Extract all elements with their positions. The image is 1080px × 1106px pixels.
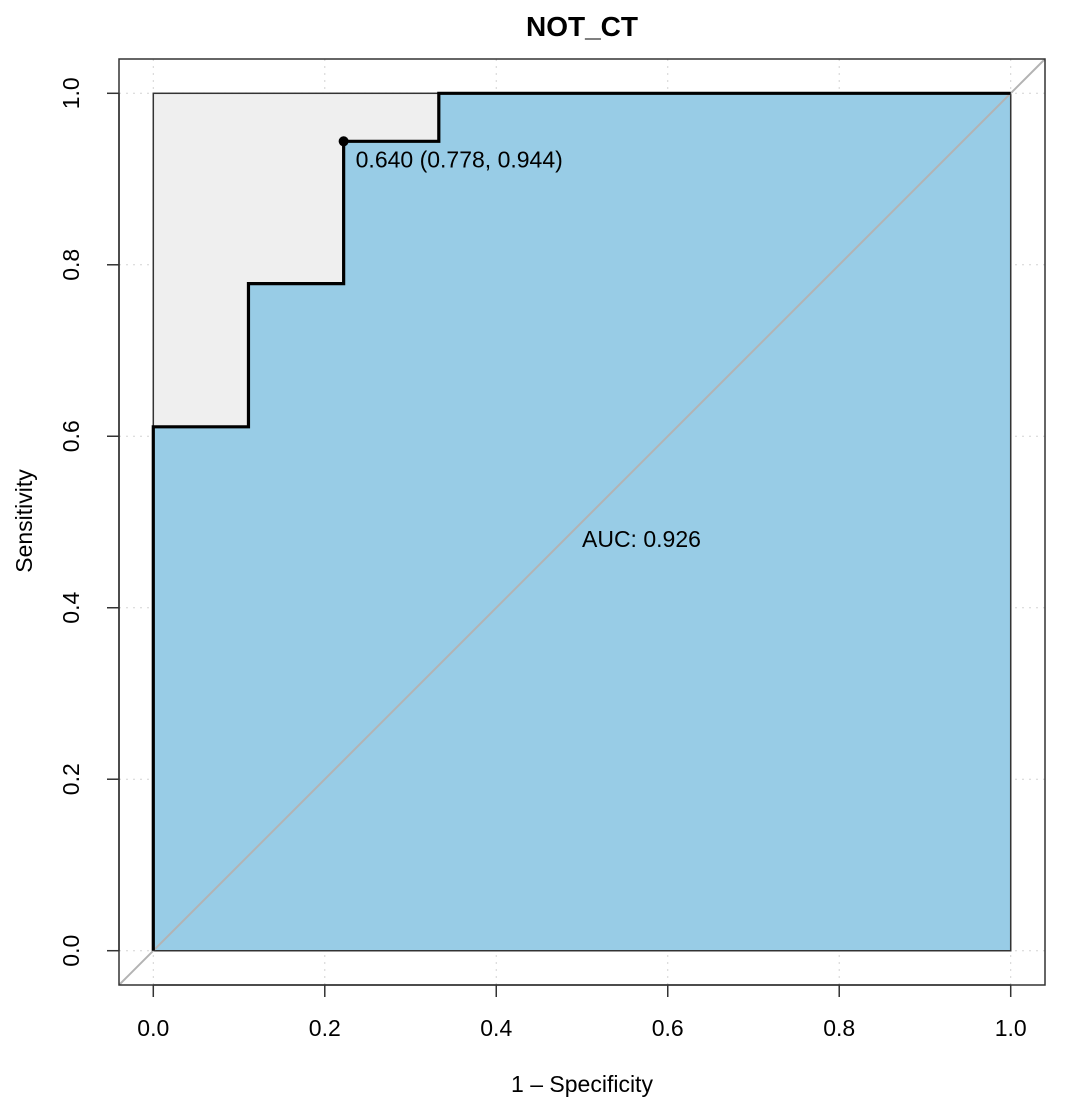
- y-axis-label: Sensitivity: [11, 469, 37, 573]
- x-tick-label: 0.4: [480, 1015, 512, 1041]
- diagonal-reference-line: [118, 58, 1046, 986]
- x-tick-label: 0.6: [652, 1015, 684, 1041]
- y-tick-label: 0.8: [58, 249, 84, 281]
- roc-curve-line: [151, 91, 1011, 951]
- best-threshold-label: 0.640 (0.778, 0.944): [356, 146, 563, 172]
- plot-area: 0.640 (0.778, 0.944) AUC: 0.926: [118, 58, 1046, 986]
- x-axis: 0.0 0.2 0.4 0.6 0.8 1.0: [137, 984, 1027, 1041]
- y-tick-label: 0.4: [58, 592, 84, 624]
- y-tick-label: 1.0: [58, 77, 84, 109]
- auc-label: AUC: 0.926: [582, 526, 701, 552]
- y-tick-label: 0.6: [58, 420, 84, 452]
- chart-title: NOT_CT: [526, 11, 638, 42]
- x-tick-label: 0.8: [823, 1015, 855, 1041]
- x-tick-label: 1.0: [995, 1015, 1027, 1041]
- x-axis-label: 1 – Specificity: [511, 1071, 653, 1097]
- x-tick-label: 0.0: [137, 1015, 169, 1041]
- best-threshold-point: [338, 136, 349, 147]
- x-tick-label: 0.2: [309, 1015, 341, 1041]
- y-tick-label: 0.2: [58, 763, 84, 795]
- y-tick-label: 0.0: [58, 935, 84, 967]
- y-axis: 0.0 0.2 0.4 0.6 0.8 1.0: [58, 77, 120, 967]
